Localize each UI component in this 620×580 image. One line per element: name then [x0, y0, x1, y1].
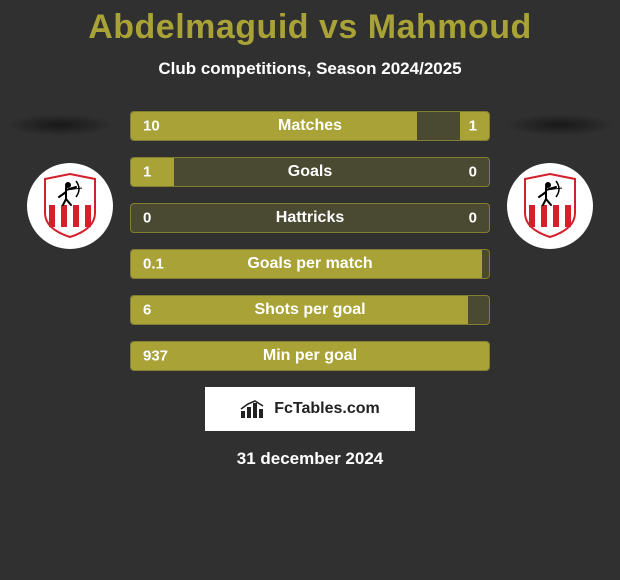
stat-value-right: 0 [469, 210, 477, 227]
stat-value-left: 0.1 [143, 256, 164, 273]
stat-label: Shots per goal [254, 301, 365, 319]
brand-watermark: FcTables.com [205, 387, 415, 431]
stat-row: 6 Shots per goal [130, 295, 490, 325]
stat-row: 10 1 Matches [130, 111, 490, 141]
stat-label: Matches [278, 117, 342, 135]
comparison-content: 101Matches10Goals00Hattricks0.1Goals per… [0, 111, 620, 469]
stat-label: Min per goal [263, 347, 357, 365]
stat-row: 1 0 Goals [130, 157, 490, 187]
stat-label: Hattricks [276, 209, 344, 227]
comparison-date: 31 december 2024 [0, 449, 620, 469]
comparison-subtitle: Club competitions, Season 2024/2025 [0, 59, 620, 79]
stat-label: Goals per match [247, 255, 372, 273]
avatar-shadow-right [505, 114, 615, 136]
brand-text: FcTables.com [274, 400, 380, 418]
stat-row: 0 0 Hattricks [130, 203, 490, 233]
stat-row: 0.1 Goals per match [130, 249, 490, 279]
stat-value-left: 10 [143, 118, 160, 135]
stat-bar-left [131, 112, 417, 140]
club-badge-icon [522, 173, 578, 239]
stat-value-right: 0 [469, 164, 477, 181]
stats-bars: 101Matches10Goals00Hattricks0.1Goals per… [130, 111, 490, 371]
stat-row: 937 Min per goal [130, 341, 490, 371]
comparison-title: Abdelmaguid vs Mahmoud [0, 0, 620, 47]
brand-chart-icon [240, 399, 268, 419]
player-avatar-right [507, 163, 593, 249]
stat-value-left: 937 [143, 348, 168, 365]
stat-bar-left [131, 158, 174, 186]
club-badge-icon [42, 173, 98, 239]
stat-value-left: 1 [143, 164, 151, 181]
player-avatar-left [27, 163, 113, 249]
avatar-shadow-left [5, 114, 115, 136]
stat-value-left: 6 [143, 302, 151, 319]
stat-label: Goals [288, 163, 332, 181]
stat-value-right: 1 [469, 118, 477, 135]
stat-value-left: 0 [143, 210, 151, 227]
